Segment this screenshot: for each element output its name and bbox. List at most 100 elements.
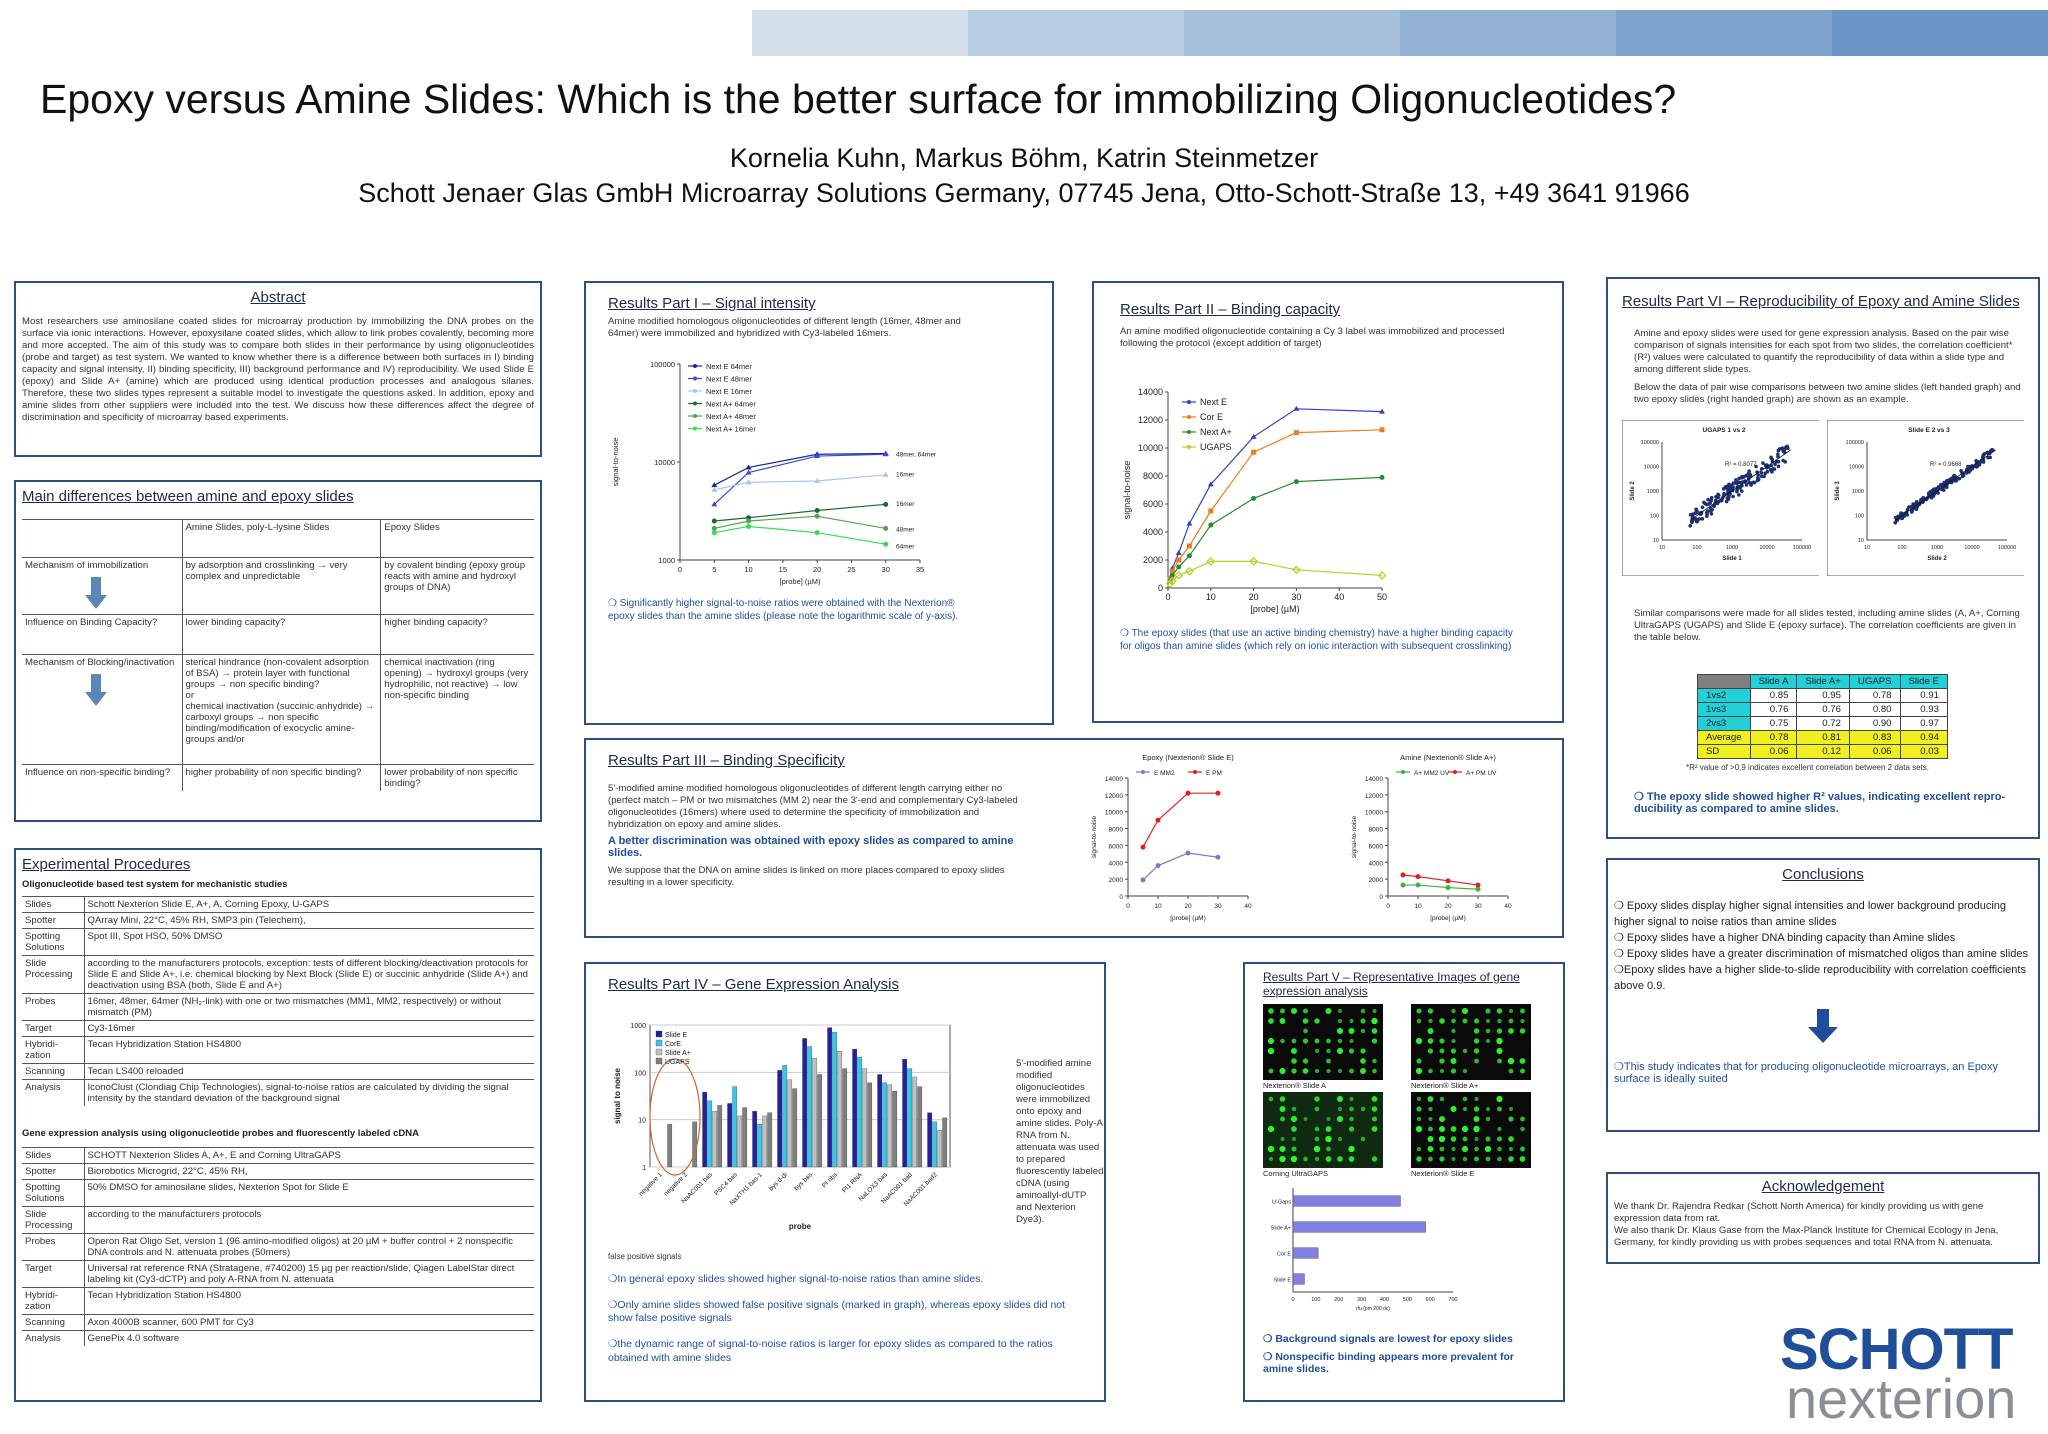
procedure-row: Hybridi-zation Tecan Hybridization Statio… <box>22 1036 534 1064</box>
data-point <box>1185 790 1191 796</box>
scatter-point <box>1725 486 1730 491</box>
data-point <box>1167 576 1177 586</box>
scatter-point <box>1705 514 1709 518</box>
gel-spot <box>1462 1156 1468 1162</box>
series-end-label: 16mer <box>896 501 915 508</box>
gel-spot <box>1427 1038 1434 1044</box>
gel-spot <box>1325 1135 1332 1143</box>
x-tick-label: bys d-di <box>768 1171 789 1192</box>
x-tick-label: 5 <box>712 565 716 574</box>
ack-title: Acknowledgement <box>1761 1178 1885 1195</box>
bar <box>942 1117 948 1168</box>
y-tick-label: 10000 <box>1849 464 1864 470</box>
corr-value: 0.03 <box>1899 743 1948 759</box>
legend-label: Slide A+ <box>665 1050 691 1057</box>
corr-value: 0.06 <box>1749 743 1798 759</box>
scatter-point <box>1722 491 1726 496</box>
y-tick-label: 10 <box>1858 538 1864 544</box>
gel-spot <box>1267 1145 1275 1153</box>
scatter-point <box>1769 456 1774 461</box>
ack-text1: We thank Dr. Rajendra Redkar (Schott Nor… <box>1614 1201 1984 1224</box>
chart-title: Epoxy (Nexterion® Slide E) <box>1142 753 1234 762</box>
gel-spot <box>1451 1018 1456 1024</box>
results3-highlight: A better discrimination was obtained wit… <box>608 834 1014 859</box>
bar <box>892 1091 898 1168</box>
procedure-row: Spotter Biorobotics Microgrid, 22°C, 45% … <box>22 1163 534 1180</box>
data-point <box>711 501 718 507</box>
row-value: sterical hindrance (non-covalent adsorpt… <box>181 654 381 765</box>
ack-box: Acknowledgement We thank Dr. Rajendra Re… <box>1606 1172 2040 1264</box>
gel-spot <box>1520 1008 1525 1014</box>
gel-caption: Nexterion® Slide E <box>1411 1169 1475 1178</box>
scatter-point <box>1698 512 1703 516</box>
chart-specificity-epoxy: 0 10 20 30 40 0 2000 4000 6000 8000 10000 12000 1400… <box>1091 753 1252 922</box>
gel-spot <box>1520 1018 1525 1024</box>
gel-spot <box>1485 1018 1491 1024</box>
y-axis-label: signal-to-noise <box>611 438 620 487</box>
difference-row: Influence on non-specific binding? higher… <box>22 764 534 791</box>
scatter-point <box>1688 523 1693 528</box>
gel-spots <box>1267 1007 1378 1075</box>
conclusion-item: ❍ Epoxy slides have a greater discrimina… <box>1614 947 2029 960</box>
data-point <box>1184 566 1194 576</box>
series-end-label: 64mer <box>896 544 915 551</box>
bar <box>817 1074 823 1168</box>
y-tick-label: 14000 <box>1138 387 1163 397</box>
x-tick-label: 100 <box>1311 1297 1320 1303</box>
bar <box>787 1079 793 1168</box>
bar <box>757 1124 763 1168</box>
gel-spot <box>1508 1146 1514 1152</box>
legend-marker <box>693 376 697 381</box>
affiliation: Schott Jenaer Glas GmbH Microarray Solut… <box>358 178 1690 208</box>
difference-row: Amine Slides, poly-L-lysine Slides Epoxy … <box>22 519 534 558</box>
scatter-point <box>1954 478 1958 483</box>
gel-spot <box>1497 1156 1502 1162</box>
gel-spots <box>1415 1007 1526 1075</box>
results1-note: ❍ Significantly higher signal-to-noise r… <box>608 597 959 622</box>
scatter-point <box>1770 459 1775 464</box>
gel-spot <box>1359 1067 1367 1075</box>
scatter-point <box>1695 519 1700 524</box>
scatter-point <box>1776 459 1781 464</box>
x-axis-label: [probe] (µM) <box>1250 604 1299 614</box>
row-value: Axon 4000B scanner, 600 PMT for Cy3 <box>83 1314 534 1331</box>
scatter-point <box>1715 494 1719 499</box>
bar <box>902 1058 908 1168</box>
gel-spot <box>1279 1067 1286 1075</box>
row-label: Spotter <box>22 1163 84 1180</box>
gel-spot <box>1268 1008 1274 1014</box>
header-stripe <box>752 10 2048 56</box>
data-point <box>1215 854 1221 860</box>
x-tick-label: 20 <box>813 565 821 574</box>
procedure-row: Spotting Solutions Spot III, Spot HSO, 50… <box>22 928 534 956</box>
results2-intro: An amine modified oligonucleotide contai… <box>1120 326 1505 349</box>
corr-row-label: SD <box>1697 743 1751 759</box>
gel-spot <box>1508 1028 1514 1034</box>
row-value: by adsorption and crosslinking → very co… <box>181 557 381 615</box>
gel-spot <box>1427 1008 1434 1014</box>
gel-spot <box>1348 1126 1355 1132</box>
y-tick-label: 6000 <box>1369 843 1384 850</box>
series-end-label: 48mer <box>896 526 915 533</box>
gel-spot <box>1360 1018 1366 1024</box>
legend-label: E MM2 <box>1154 770 1175 777</box>
results2-box: Results Part II – Binding capacity An am… <box>1092 281 1564 723</box>
row-value: Operon Rat Oligo Set, version 1 (96 amin… <box>83 1233 534 1261</box>
row-value: 50% DMSO for aminosilane slides, Nexteri… <box>83 1179 534 1207</box>
data-point <box>1251 449 1257 455</box>
legend-label: Next E <box>1200 397 1227 407</box>
row-value: Cy3-16mer <box>83 1020 534 1037</box>
gel-spot <box>1291 1146 1297 1152</box>
y-tick-label: 8000 <box>1143 471 1163 481</box>
scatter-point <box>1709 498 1714 502</box>
chart-title: UGAPS 1 vs 2 <box>1703 427 1746 434</box>
x-axis-label: [probe] (µM) <box>1170 915 1206 922</box>
gel-spot <box>1372 1058 1377 1064</box>
conclusions-title: Conclusions <box>1782 866 1864 883</box>
corr-value: 0.78 <box>1848 687 1901 703</box>
gel-spot <box>1314 1156 1320 1162</box>
legend-label: Next A+ 48mer <box>706 412 756 421</box>
data-point <box>1140 844 1146 850</box>
gel-spot <box>1291 1106 1297 1112</box>
row-label: Mechanism of immobilization <box>22 557 182 615</box>
